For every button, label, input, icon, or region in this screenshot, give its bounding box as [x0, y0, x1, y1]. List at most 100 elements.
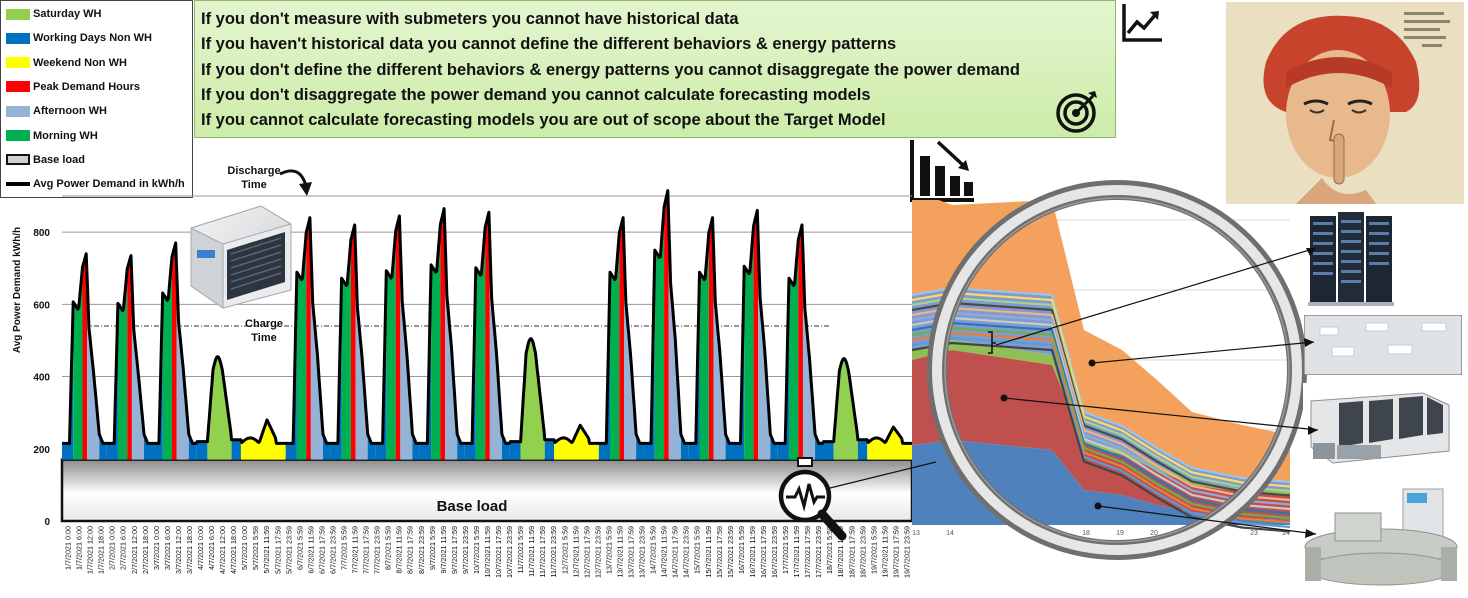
x-tick-label: 14/7/2021 5:59 — [649, 526, 658, 574]
x-tick-label: 7/7/2021 17:59 — [362, 526, 371, 574]
equipment-bands-area — [912, 288, 1290, 492]
battery-storage-image — [190, 205, 292, 309]
x-tick-label: 7/7/2021 23:59 — [373, 526, 382, 574]
hvac-area — [912, 200, 1290, 482]
silence-poster-image — [1226, 2, 1464, 204]
x-tick-label: 10/7/2021 11:59 — [483, 526, 492, 577]
banner-line-5: If you cannot calculate forecasting mode… — [201, 111, 886, 129]
legend-swatch — [6, 105, 30, 117]
x-tick-label: 12/7/2021 11:59 — [571, 526, 580, 577]
x-tick-label: 1/7/2021 0:00 — [64, 526, 73, 570]
demand-area-segment — [440, 208, 446, 460]
x-tick-label: 11/7/2021 23:59 — [549, 526, 558, 577]
x-tick-label: 19/7/2021 5:59 — [869, 526, 878, 574]
server-rack-image — [1306, 210, 1396, 310]
discharge-annotation: Discharge Time — [227, 165, 281, 191]
x-tick-label: 8/7/2021 23:59 — [417, 526, 426, 574]
demand-area-segment — [475, 227, 486, 460]
legend-label: Afternoon WH — [33, 105, 107, 118]
legend-label: Peak Demand Hours — [33, 80, 140, 93]
x-tick-label: 8/7/2021 5:59 — [384, 526, 393, 570]
x-tick-label: 7/7/2021 11:59 — [351, 526, 360, 573]
legend-swatch — [6, 154, 30, 166]
demand-area-segment — [231, 439, 241, 460]
chart-legend: Saturday WH Working Days Non WH Weekend No… — [0, 0, 193, 198]
demand-area-segment — [127, 255, 132, 460]
right-x-tick-label: 24 — [1282, 530, 1290, 537]
demand-area-segment — [798, 224, 803, 460]
x-tick-label: 17/7/2021 23:59 — [814, 526, 823, 578]
x-tick-label: 1/7/2021 18:00 — [97, 526, 106, 574]
x-tick-label: 2/7/2021 0:00 — [108, 526, 117, 570]
chillers-area — [912, 350, 1290, 520]
x-tick-label: 1/7/2021 6:00 — [75, 526, 84, 570]
x-tick-label: 11/7/2021 17:59 — [538, 526, 547, 577]
demand-area-segment — [431, 224, 441, 460]
demand-area-segment — [350, 224, 356, 460]
legend-item: Base load — [6, 152, 85, 168]
ceiling-lights-image — [1304, 315, 1462, 375]
callout-line-air-chiller — [1003, 397, 1319, 431]
x-tick-label: 12/7/2021 23:59 — [593, 526, 602, 578]
demand-area-segment — [171, 242, 177, 460]
x-tick-label: 10/7/2021 17:59 — [494, 526, 503, 578]
x-tick-label: 8/7/2021 17:59 — [406, 526, 415, 574]
x-tick-label: 15/7/2021 23:59 — [726, 526, 735, 578]
x-tick-label: 18/7/2021 11:59 — [836, 526, 845, 577]
x-tick-label: 13/7/2021 17:59 — [627, 526, 636, 578]
demand-area-segment — [485, 212, 490, 460]
demand-area-segment — [867, 427, 912, 460]
base-load-annotation: Base load — [437, 498, 508, 515]
base-load-area — [60, 458, 914, 523]
legend-swatch — [6, 182, 30, 187]
y-tick-label: 800 — [33, 228, 50, 239]
demand-area-segment — [822, 441, 834, 460]
demand-area-segment — [386, 231, 396, 460]
x-tick-label: 8/7/2021 11:59 — [395, 526, 404, 573]
legend-label: Base load — [33, 153, 85, 166]
x-tick-label: 9/7/2021 11:59 — [439, 526, 448, 573]
x-tick-label: 1/7/2021 12:00 — [86, 526, 95, 574]
x-tick-label: 14/7/2021 17:59 — [671, 526, 680, 578]
x-tick-label: 16/7/2021 11:59 — [748, 526, 757, 577]
x-tick-label: 13/7/2021 11:59 — [615, 526, 624, 577]
x-tick-label: 19/7/2021 17:59 — [891, 526, 900, 578]
right-x-tick-label: 23 — [1250, 530, 1258, 537]
demand-area-segment — [619, 217, 625, 460]
x-tick-label: 4/7/2021 18:00 — [229, 526, 238, 574]
x-tick-label: 9/7/2021 23:59 — [461, 526, 470, 574]
equipment-band — [912, 301, 1290, 497]
banner-line-1: If you don't measure with submeters you … — [201, 10, 739, 28]
x-tick-label: 19/7/2021 11:59 — [880, 526, 889, 577]
curved-arrow-icon — [279, 169, 312, 196]
demand-area-segment — [857, 439, 868, 460]
legend-label: Working Days Non WH — [33, 32, 152, 45]
demand-area-segment — [708, 217, 714, 460]
demand-area-segment — [82, 253, 88, 460]
x-tick-label: 2/7/2021 6:00 — [119, 526, 128, 570]
x-tick-label: 7/7/2021 5:59 — [339, 526, 348, 570]
x-tick-label: 9/7/2021 5:59 — [428, 526, 437, 570]
demand-area-segment — [654, 207, 665, 460]
line-chart-up-icon — [1122, 4, 1162, 42]
y-axis-label: Avg Power Demand kWh/h — [12, 227, 23, 353]
banner-line-2: If you haven't historical data you canno… — [201, 35, 897, 53]
right-x-tick-label: 13 — [912, 530, 920, 537]
equipment-band — [912, 291, 1290, 488]
x-tick-label: 11/7/2021 5:59 — [516, 526, 525, 573]
x-tick-label: 13/7/2021 23:59 — [638, 526, 647, 578]
legend-swatch — [6, 57, 30, 69]
water-chiller-image — [1291, 485, 1463, 593]
y-tick-label: 200 — [33, 445, 50, 456]
x-tick-label: 17/7/2021 11:59 — [792, 526, 801, 577]
x-tick-label: 4/7/2021 6:00 — [207, 526, 216, 570]
right-x-tick-label: 18 — [1082, 530, 1090, 537]
demand-area-segment — [664, 190, 669, 460]
legend-swatch — [6, 130, 30, 141]
demand-area-segment — [788, 239, 799, 460]
legend-item: Weekend Non WH — [6, 55, 127, 71]
demand-area-segment — [341, 239, 351, 460]
legend-item: Peak Demand Hours — [6, 79, 140, 95]
x-tick-label: 3/7/2021 0:00 — [152, 526, 161, 570]
